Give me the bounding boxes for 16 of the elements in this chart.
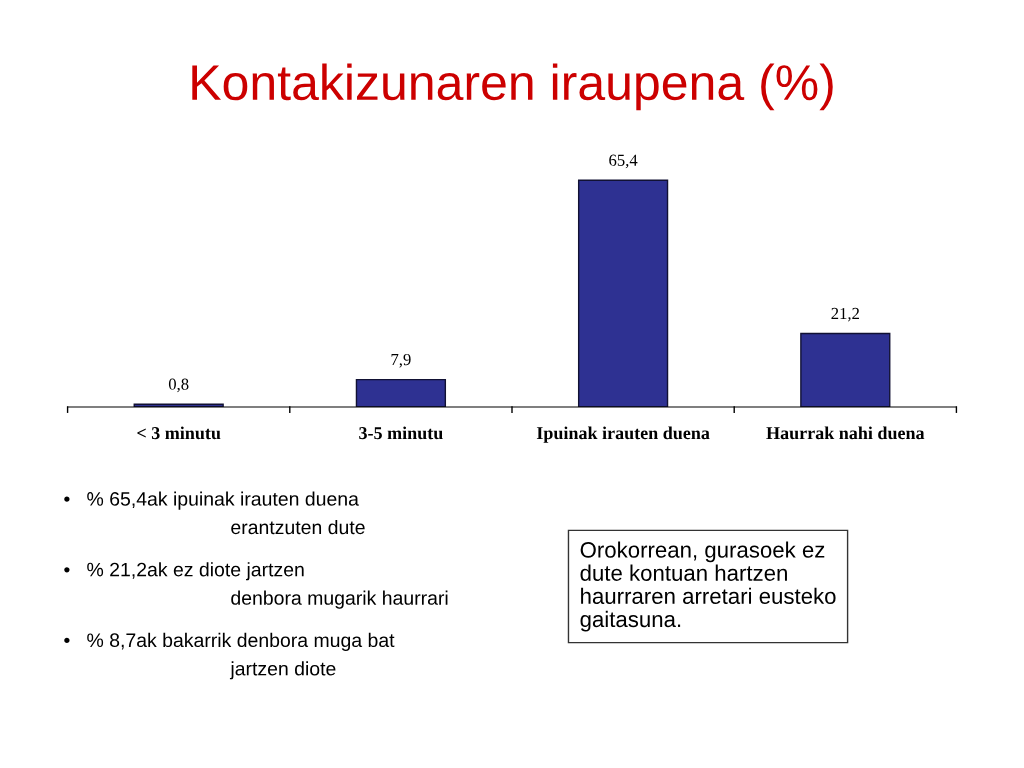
data-label: 0,8 [168, 378, 189, 393]
x-tick-label: 3-5 minutu [359, 426, 443, 440]
bar [355, 378, 447, 408]
text: • % 21,2ak ez diote jartzen denbora mugarik haurrari [64, 562, 448, 609]
x-tick-label: < 3 minutu [137, 426, 221, 440]
data-label: 7,9 [391, 353, 411, 368]
bar [577, 179, 669, 408]
bar [800, 332, 891, 408]
data-label: 65,4 [609, 154, 638, 169]
x-tick-label: Haurrak nahi duena [766, 426, 925, 440]
data-label: 21,2 [831, 307, 859, 322]
text: • % 65,4ak ipuinak irauten duena erantzuten dute [64, 491, 365, 535]
chart-title: Kontakizunaren iraupena (%) [192, 63, 833, 111]
x-tick-label: Ipuinak irauten duena [536, 426, 710, 443]
text: • % 8,7ak bakarrik denbora muga bat jartzen diote [64, 632, 395, 680]
text: Orokorrean, gurasoek ez dute kontuan hartzen haurraren arretari eusteko gaitasuna. [580, 541, 836, 632]
